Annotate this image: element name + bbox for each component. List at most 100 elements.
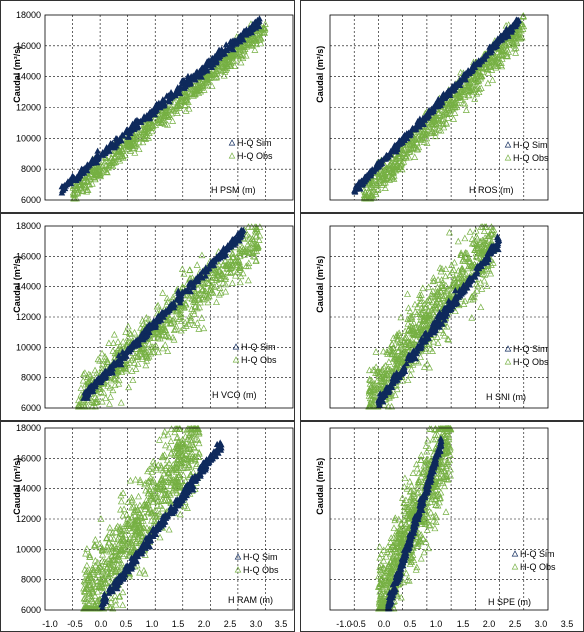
sim-point [228, 37, 236, 44]
y-tick-label: 16000 [16, 41, 41, 51]
obs-point [142, 361, 150, 369]
obs-point [466, 228, 474, 235]
sim-point [492, 38, 499, 46]
obs-point [418, 136, 425, 143]
sim-point [180, 76, 188, 83]
sim-point [155, 317, 163, 325]
obs-point [117, 398, 125, 406]
obs-point [236, 249, 244, 257]
sim-point [197, 273, 204, 280]
obs-point [102, 168, 110, 175]
sim-point [251, 19, 258, 26]
obs-point [454, 237, 462, 245]
sim-point [118, 137, 125, 144]
sim-point [182, 82, 189, 90]
obs-point [104, 163, 112, 171]
sim-point [118, 131, 126, 138]
obs-point [88, 180, 96, 187]
obs-point [248, 34, 256, 41]
y-tick-label: 8000 [21, 164, 41, 174]
obs-point [164, 347, 172, 354]
legend-sim-marker [504, 345, 512, 352]
obs-point [219, 279, 227, 286]
obs-point [492, 59, 500, 67]
obs-point [114, 338, 122, 345]
x-axis-label: H SNI (m) [486, 392, 526, 402]
obs-point [145, 119, 153, 127]
obs-point [227, 256, 235, 263]
obs-point [132, 129, 139, 137]
sim-point [94, 147, 101, 154]
obs-point [180, 324, 188, 331]
obs-point [111, 152, 119, 159]
obs-point [511, 37, 518, 44]
sim-point [110, 358, 118, 366]
y-tick-label: 14000 [16, 282, 41, 292]
obs-point [126, 139, 134, 147]
obs-point [177, 317, 185, 324]
obs-point [257, 39, 265, 47]
obs-point [480, 227, 488, 235]
obs-point [432, 132, 439, 140]
obs-point [148, 127, 156, 135]
obs-point [505, 48, 512, 55]
x-tick-label: 2.5 [224, 619, 237, 629]
obs-point [228, 49, 236, 57]
obs-point [457, 68, 465, 76]
sim-point [123, 352, 130, 359]
sim-point [91, 381, 99, 388]
obs-point [177, 326, 185, 334]
obs-point [435, 126, 443, 133]
sim-point [120, 354, 128, 361]
sim-point [187, 288, 194, 295]
obs-point [213, 276, 221, 283]
obs-point [79, 376, 87, 384]
obs-point [393, 155, 401, 162]
y-tick-label: 14000 [16, 72, 41, 82]
obs-point [406, 307, 414, 315]
obs-point [451, 109, 459, 116]
obs-point [405, 153, 413, 161]
obs-point [411, 153, 419, 160]
chart-panel-1: 600080001000012000140001600018000Caudal … [0, 0, 295, 213]
obs-point [177, 310, 185, 318]
obs-point [243, 245, 251, 253]
sim-point [255, 22, 263, 30]
obs-point [127, 138, 135, 146]
obs-point [118, 145, 126, 152]
x-axis-label: H PSM (m) [211, 185, 256, 195]
obs-point [443, 109, 451, 116]
x-tick-label: 1.0 [146, 619, 159, 629]
obs-point [167, 437, 175, 444]
obs-point [253, 244, 261, 251]
obs-point [199, 80, 207, 88]
obs-point [378, 181, 386, 189]
obs-point [405, 148, 413, 155]
obs-point [185, 291, 193, 299]
sim-point [198, 73, 205, 80]
obs-point [485, 61, 493, 68]
sim-point [468, 65, 475, 72]
obs-point [376, 175, 384, 183]
obs-point [130, 134, 137, 141]
sim-point [133, 124, 141, 131]
y-tick-label: 18000 [16, 221, 41, 231]
obs-point [412, 135, 419, 143]
obs-point [498, 62, 506, 70]
sim-point [150, 106, 157, 113]
obs-point [383, 168, 391, 175]
legend-obs-label: H-Q Obs [513, 357, 549, 367]
obs-point [178, 265, 186, 272]
sim-point [101, 374, 108, 381]
sim-point [145, 115, 153, 122]
obs-point [461, 90, 469, 98]
obs-point [379, 176, 387, 184]
obs-point [176, 510, 184, 518]
obs-point [131, 359, 138, 366]
obs-point [513, 30, 521, 37]
obs-point [441, 110, 449, 117]
sim-point [199, 68, 207, 75]
obs-point [198, 314, 206, 321]
obs-point [173, 102, 181, 109]
obs-point [217, 289, 225, 296]
